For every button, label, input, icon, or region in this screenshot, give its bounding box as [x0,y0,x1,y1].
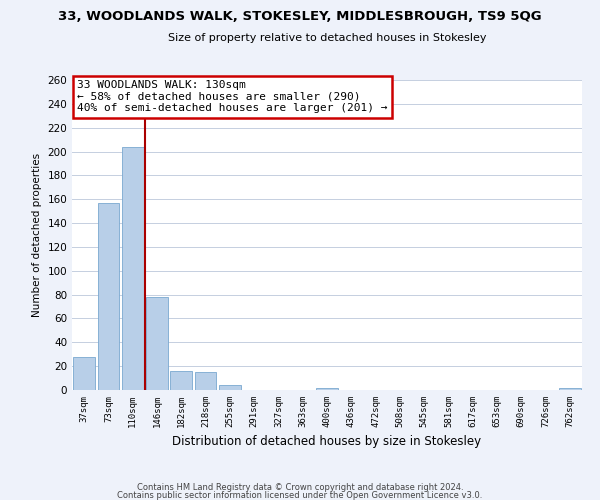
Bar [97,203,119,390]
Text: 33 WOODLANDS WALK: 130sqm
← 58% of detached houses are smaller (290)
40% of semi: 33 WOODLANDS WALK: 130sqm ← 58% of detac… [77,80,388,113]
Text: Contains public sector information licensed under the Open Government Licence v3: Contains public sector information licen… [118,490,482,500]
Text: Contains HM Land Registry data © Crown copyright and database right 2024.: Contains HM Land Registry data © Crown c… [137,484,463,492]
Bar [170,371,192,390]
Bar [219,385,241,390]
X-axis label: Distribution of detached houses by size in Stokesley: Distribution of detached houses by size … [172,436,482,448]
Title: Size of property relative to detached houses in Stokesley: Size of property relative to detached ho… [168,33,486,43]
Bar [559,388,581,390]
Bar [122,147,143,390]
Y-axis label: Number of detached properties: Number of detached properties [32,153,42,317]
Bar [146,297,168,390]
Bar [73,356,95,390]
Bar [316,388,338,390]
Text: 33, WOODLANDS WALK, STOKESLEY, MIDDLESBROUGH, TS9 5QG: 33, WOODLANDS WALK, STOKESLEY, MIDDLESBR… [58,10,542,23]
Bar [194,372,217,390]
